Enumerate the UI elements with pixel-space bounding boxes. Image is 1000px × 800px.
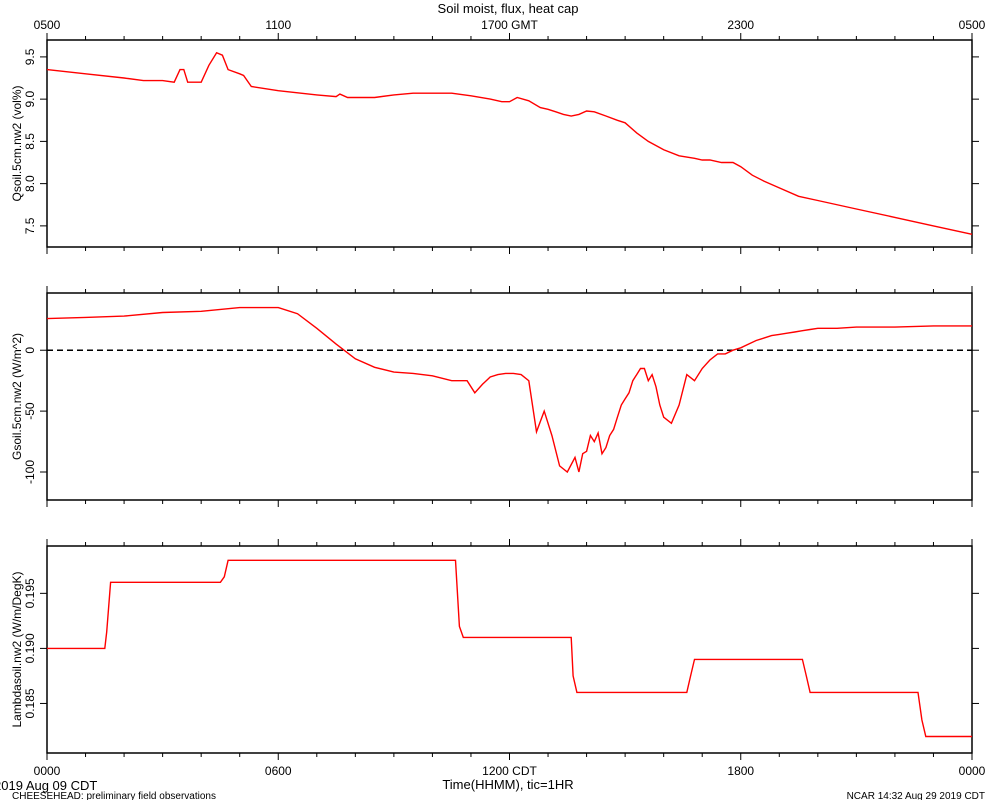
top-tick-label: 1700 GMT	[481, 18, 538, 32]
y-tick-label: 8.0	[23, 175, 37, 192]
y-tick-label: 8.5	[23, 133, 37, 150]
series-line	[47, 559, 972, 738]
y-tick-label: 0.185	[23, 688, 37, 718]
bottom-tick-label: 0000	[34, 764, 61, 778]
y-tick-label: 9.0	[23, 90, 37, 107]
y-axis-label: Qsoil.5cm.nw2 (vol%)	[10, 85, 24, 201]
bottom-time-axis: 0000 0600 1200 CDT 1800 0000	[34, 764, 986, 778]
y-tick-label: 0.190	[23, 633, 37, 663]
bottom-tick-label: 0600	[265, 764, 292, 778]
y-tick-label: -100	[23, 460, 37, 484]
footer-left: CHEESEHEAD: preliminary field observatio…	[12, 791, 216, 800]
top-time-axis: 0500 1100 1700 GMT 2300 0500	[34, 18, 986, 32]
bottom-tick-label: 1200 CDT	[482, 764, 537, 778]
date-label: 2019 Aug 09 CDT	[0, 778, 97, 793]
bottom-tick-label: 1800	[727, 764, 754, 778]
panel-frame	[46, 292, 973, 501]
footer-right: NCAR 14:32 Aug 29 2019 CDT	[847, 791, 985, 800]
panel-frame	[46, 39, 973, 248]
y-tick-label: 0	[23, 347, 37, 354]
series-line	[46, 306, 972, 474]
top-tick-label: 2300	[727, 18, 754, 32]
y-tick-label: 9.5	[23, 48, 37, 65]
y-tick-label: -50	[23, 402, 37, 420]
panel-1: 7.5 8.0 8.5 9.0 9.5 Qsoil.5cm.nw2 (vol%)	[10, 33, 979, 254]
top-tick-label: 0500	[34, 18, 61, 32]
top-tick-label: 0500	[959, 18, 986, 32]
bottom-axis-label: Time(HHMM), tic=1HR	[442, 777, 573, 792]
bottom-tick-label: 0000	[959, 764, 986, 778]
chart-title: Soil moist, flux, heat cap	[438, 1, 579, 16]
top-tick-label: 1100	[265, 18, 291, 32]
y-tick-label: 0.195	[23, 578, 37, 608]
y-axis-label: Lambdasoil.nw2 (W/m/DegK)	[10, 571, 24, 727]
y-tick-label: 7.5	[23, 217, 37, 234]
panel-frame	[46, 545, 973, 754]
series-line	[46, 51, 973, 235]
y-axis-label: Gsoil.5cm.nw2 (W/m^2)	[10, 333, 24, 460]
